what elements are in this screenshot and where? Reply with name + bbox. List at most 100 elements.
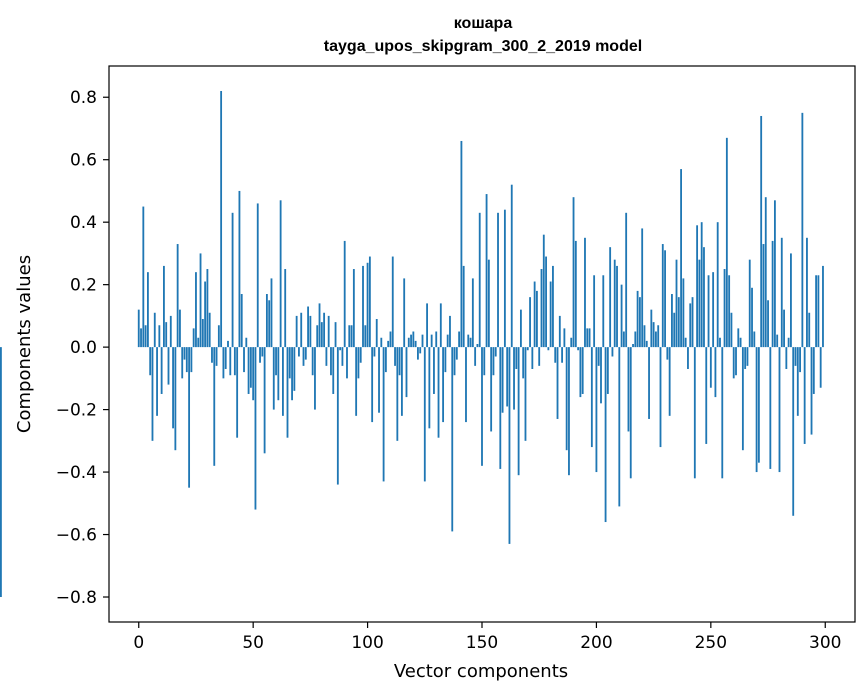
bar-111 xyxy=(391,256,394,348)
bar-260 xyxy=(732,347,735,379)
bar-273 xyxy=(762,244,765,348)
bar-200 xyxy=(595,347,598,473)
y-tick-label: −0.6 xyxy=(56,526,97,546)
bar-87 xyxy=(336,347,339,485)
bar-30 xyxy=(206,269,209,348)
bar-150 xyxy=(481,347,483,466)
bar-121 xyxy=(414,340,417,348)
bar-84 xyxy=(330,347,332,376)
bar-125 xyxy=(423,347,426,482)
bar-287 xyxy=(794,347,797,366)
bar-159 xyxy=(501,347,504,413)
bar-214 xyxy=(627,347,630,432)
bar-170 xyxy=(526,347,529,351)
bar-8 xyxy=(156,347,158,416)
bar-293 xyxy=(808,312,811,348)
bar-252 xyxy=(714,347,717,398)
bar-145 xyxy=(469,337,472,348)
bar-74 xyxy=(307,306,309,348)
bar-130 xyxy=(435,331,438,348)
bar-64 xyxy=(284,269,287,348)
bar-90 xyxy=(343,240,346,348)
bar-163 xyxy=(510,184,513,348)
bar-151 xyxy=(483,347,486,376)
bar-17 xyxy=(176,244,179,348)
plot-frame xyxy=(108,65,856,623)
bar-232 xyxy=(668,347,671,416)
bar-268 xyxy=(751,287,753,348)
bar-296 xyxy=(815,275,818,348)
bar-82 xyxy=(325,347,328,366)
bar-73 xyxy=(304,347,307,360)
bar-12 xyxy=(165,322,168,348)
bar-238 xyxy=(682,278,685,348)
bar-176 xyxy=(540,269,543,348)
bar-21 xyxy=(185,347,188,373)
bar-100 xyxy=(366,262,369,348)
bar-152 xyxy=(485,194,488,348)
bar-255 xyxy=(721,347,724,479)
bar-164 xyxy=(513,347,515,410)
bar-85 xyxy=(332,347,335,394)
bar-165 xyxy=(515,347,518,369)
x-tick-label: 200 xyxy=(580,633,612,653)
bar-221 xyxy=(643,325,646,348)
bar-75 xyxy=(309,315,312,348)
bar-86 xyxy=(334,322,337,348)
bar-66 xyxy=(288,347,291,379)
bar-166 xyxy=(517,347,520,476)
bar-241 xyxy=(689,303,692,348)
bar-224 xyxy=(650,309,653,348)
bar-116 xyxy=(403,278,406,348)
bar-108 xyxy=(384,347,387,373)
bar-22 xyxy=(188,347,191,488)
bar-70 xyxy=(298,347,300,357)
y-tick-label: 0.8 xyxy=(70,88,97,108)
bar-158 xyxy=(499,347,502,469)
bar-41 xyxy=(231,212,234,348)
bar-173 xyxy=(533,281,536,348)
bar-99 xyxy=(364,325,367,348)
bar-65 xyxy=(286,347,289,438)
bar-138 xyxy=(453,347,456,376)
bar-270 xyxy=(755,347,758,473)
y-axis-label: Components values xyxy=(14,255,35,433)
bar-54 xyxy=(261,347,264,357)
bar-234 xyxy=(673,312,676,348)
bar-45 xyxy=(240,294,243,348)
bar-27 xyxy=(199,253,202,348)
bar-171 xyxy=(529,297,531,348)
bar-204 xyxy=(604,347,607,523)
bar-192 xyxy=(577,347,580,351)
bar-136 xyxy=(449,315,451,348)
bar-76 xyxy=(311,347,314,376)
bar-157 xyxy=(497,212,499,348)
bar-160 xyxy=(503,209,506,348)
bar-212 xyxy=(622,331,625,348)
bar-178 xyxy=(545,256,547,348)
bar-295 xyxy=(812,347,815,394)
bar-118 xyxy=(407,337,410,348)
bar-124 xyxy=(421,334,424,348)
bar-265 xyxy=(744,347,747,369)
bar-144 xyxy=(467,334,470,348)
bar-115 xyxy=(400,347,403,416)
bar-9 xyxy=(158,325,161,348)
bar-139 xyxy=(455,347,458,360)
bar-132 xyxy=(439,303,442,348)
y-tick-label: −0.8 xyxy=(56,588,97,608)
bar-62 xyxy=(279,200,282,348)
bar-103 xyxy=(373,347,376,357)
bar-161 xyxy=(506,347,509,407)
bar-281 xyxy=(780,237,783,348)
x-axis-label: Vector components xyxy=(394,661,568,682)
bar-20 xyxy=(183,347,186,360)
bar-61 xyxy=(277,347,280,401)
bar-290 xyxy=(801,112,804,348)
bar-137 xyxy=(451,347,454,532)
bar-198 xyxy=(590,347,593,448)
bar-194 xyxy=(581,347,584,394)
bar-117 xyxy=(405,347,408,398)
bar-148 xyxy=(476,344,479,348)
bar-183 xyxy=(556,347,559,419)
